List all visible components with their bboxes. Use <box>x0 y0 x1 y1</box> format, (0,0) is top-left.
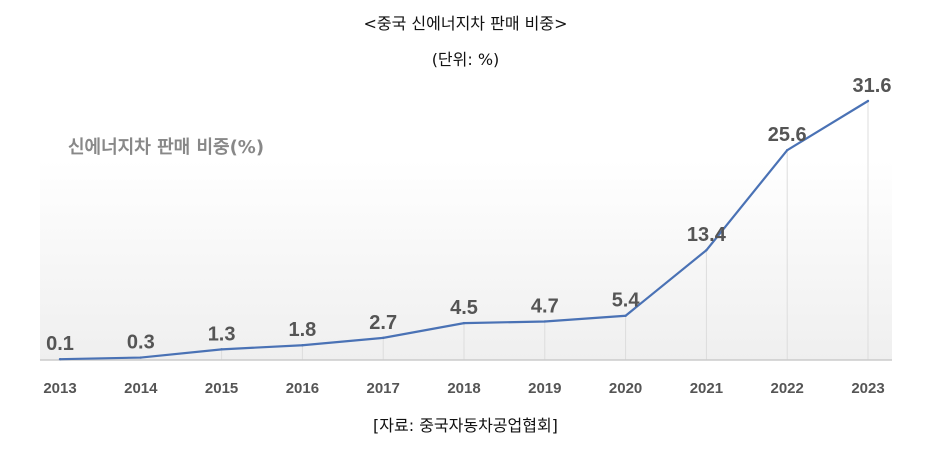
source-note: [자료: 중국자동차공업협회] <box>373 416 558 435</box>
data-label: 31.6 <box>853 75 892 97</box>
data-point <box>58 357 62 361</box>
data-label: 13.4 <box>687 224 727 246</box>
data-label: 25.6 <box>768 124 807 146</box>
data-point <box>543 320 546 323</box>
data-point <box>866 99 870 103</box>
chart-title: 신에너지차 판매 비중(%) <box>68 137 264 158</box>
x-tick-label: 2014 <box>124 380 158 397</box>
data-point <box>705 248 708 252</box>
data-label: 0.1 <box>46 333 74 355</box>
x-tick-label: 2019 <box>528 380 561 397</box>
data-label: 1.3 <box>208 323 236 345</box>
data-label: 0.3 <box>127 332 155 354</box>
data-point <box>462 321 466 325</box>
x-tick-label: 2023 <box>851 380 884 397</box>
x-tick-label: 2020 <box>609 380 642 397</box>
data-point <box>624 314 627 317</box>
unit-label: (단위: %) <box>431 50 500 69</box>
data-point <box>301 344 304 347</box>
data-point <box>139 356 142 359</box>
x-tick-label: 2016 <box>286 380 319 397</box>
x-tick-label: 2021 <box>690 380 723 397</box>
x-tick-label: 2013 <box>43 380 76 397</box>
data-point <box>786 148 789 152</box>
data-point <box>220 348 223 351</box>
x-tick-label: 2022 <box>771 380 804 397</box>
x-tick-label: 2017 <box>367 380 400 397</box>
page-title: <중국 신에너지차 판매 비중> <box>363 14 568 33</box>
x-tick-label: 2015 <box>205 380 238 397</box>
data-label: 5.4 <box>612 290 641 312</box>
data-point <box>382 336 385 340</box>
x-tick-label: 2018 <box>447 380 480 397</box>
plot-background <box>40 160 892 360</box>
data-label: 1.8 <box>288 319 316 341</box>
data-label: 2.7 <box>369 312 397 334</box>
data-label: 4.5 <box>450 297 478 319</box>
data-label: 4.7 <box>531 295 559 317</box>
